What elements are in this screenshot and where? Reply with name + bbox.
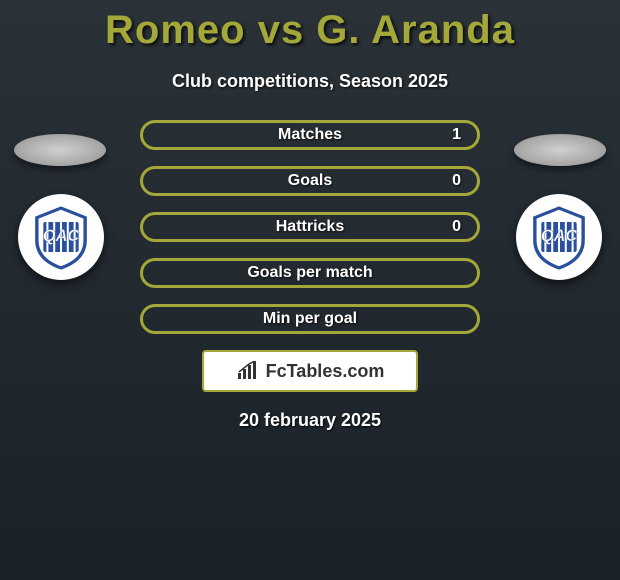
stat-row-min-per-goal: Min per goal [140, 304, 480, 334]
logo-text: FcTables.com [266, 361, 385, 382]
stat-row-matches: Matches 1 [140, 120, 480, 150]
team-badge-right: QAC [516, 194, 602, 280]
stat-label: Goals [288, 172, 332, 190]
stat-label: Matches [278, 126, 342, 144]
date-text: 20 february 2025 [0, 410, 620, 431]
svg-text:QAC: QAC [43, 227, 79, 245]
player-photo-right [514, 134, 606, 166]
player-photo-left [14, 134, 106, 166]
svg-text:QAC: QAC [541, 227, 577, 245]
stat-value-right: 0 [452, 218, 461, 236]
stat-row-goals-per-match: Goals per match [140, 258, 480, 288]
stat-label: Goals per match [247, 264, 372, 282]
qac-shield-icon: QAC [27, 203, 95, 271]
bar-chart-icon [236, 361, 260, 381]
stat-row-hattricks: Hattricks 0 [140, 212, 480, 242]
page-title: Romeo vs G. Aranda [0, 0, 620, 53]
qac-shield-icon: QAC [525, 203, 593, 271]
stat-value-right: 1 [452, 126, 461, 144]
stat-row-goals: Goals 0 [140, 166, 480, 196]
subtitle: Club competitions, Season 2025 [0, 71, 620, 92]
stats-container: Matches 1 Goals 0 Hattricks 0 Goals per … [140, 120, 480, 334]
stat-value-right: 0 [452, 172, 461, 190]
fctables-logo: FcTables.com [202, 350, 418, 392]
content-area: QAC QAC Matches 1 Goals 0 Hattricks 0 [0, 120, 620, 431]
stat-label: Hattricks [276, 218, 344, 236]
stat-label: Min per goal [263, 310, 357, 328]
team-badge-left: QAC [18, 194, 104, 280]
